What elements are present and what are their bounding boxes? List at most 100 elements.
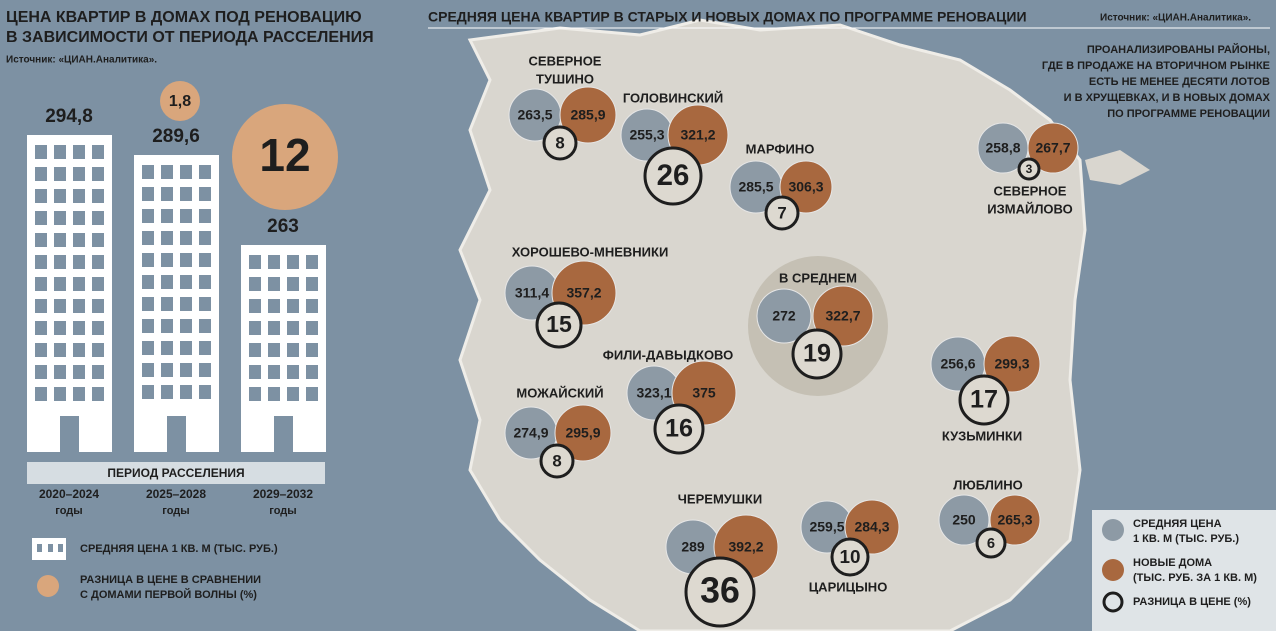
window (180, 363, 192, 377)
note: ЕСТЬ НЕ МЕНЕЕ ДЕСЯТИ ЛОТОВ (1089, 76, 1270, 88)
window (180, 187, 192, 201)
diff-ring (539, 443, 575, 479)
window (35, 211, 47, 225)
window (268, 277, 280, 291)
diff-value: 8 (552, 451, 561, 470)
district-name: ФИЛИ-ДАВЫДКОВО (603, 347, 733, 362)
window (161, 253, 173, 267)
new-price-bubble (989, 494, 1041, 546)
diff-label: 1,8 (169, 93, 191, 110)
left-title: В ЗАВИСИМОСТИ ОТ ПЕРИОДА РАССЕЛЕНИЯ (6, 29, 374, 46)
window (92, 145, 104, 159)
diff-ring (643, 146, 703, 206)
window (249, 387, 261, 401)
price-label: 263 (267, 216, 299, 237)
window (180, 297, 192, 311)
window (287, 277, 299, 291)
window (142, 341, 154, 355)
window (249, 277, 261, 291)
window (73, 233, 85, 247)
old-price: 323,1 (636, 385, 671, 401)
map-title: СРЕДНЯЯ ЦЕНА КВАРТИР В СТАРЫХ И НОВЫХ ДО… (428, 9, 1027, 25)
window (306, 277, 318, 291)
diff-value: 16 (665, 415, 693, 443)
new-price-bubble (1027, 122, 1079, 174)
period-unit: годы (55, 505, 82, 517)
window (92, 343, 104, 357)
diff-ring (1017, 157, 1041, 181)
window (268, 387, 280, 401)
old-price: 258,8 (985, 140, 1020, 156)
legend-text: НОВЫЕ ДОМА (1133, 557, 1212, 569)
legend-new (1102, 559, 1124, 581)
window (161, 363, 173, 377)
window (35, 233, 47, 247)
new-price: 295,9 (565, 425, 600, 441)
window (306, 255, 318, 269)
old-price-bubble (756, 288, 812, 344)
diff-value: 15 (546, 311, 572, 337)
legend-text: 1 КВ. М (ТЫС. РУБ.) (1133, 533, 1239, 545)
window (73, 321, 85, 335)
window (180, 231, 192, 245)
legend-window (48, 544, 53, 552)
window (73, 211, 85, 225)
legend-text: РАЗНИЦА В ЦЕНЕ (%) (1133, 596, 1251, 608)
legend-old (1102, 519, 1124, 541)
diff-ring (535, 301, 583, 349)
window (249, 343, 261, 357)
note: И В ХРУЩЕВКАХ, И В НОВЫХ ДОМАХ (1064, 92, 1271, 104)
window (54, 145, 66, 159)
window (54, 167, 66, 181)
new-price: 306,3 (788, 179, 823, 195)
old-price: 256,6 (940, 356, 975, 372)
district-name: ХОРОШЕВО-МНЕВНИКИ (512, 244, 669, 259)
window (73, 365, 85, 379)
window (249, 365, 261, 379)
new-price-bubble (983, 335, 1041, 393)
window (161, 341, 173, 355)
window (35, 189, 47, 203)
window (73, 277, 85, 291)
diff-ring (791, 328, 843, 380)
legend-text: С ДОМАМИ ПЕРВОЙ ВОЛНЫ (%) (80, 588, 257, 601)
window (92, 365, 104, 379)
window (180, 385, 192, 399)
diff-value: 17 (970, 386, 998, 414)
window (54, 365, 66, 379)
district-name: ТУШИНО (536, 71, 594, 86)
old-price: 250 (952, 512, 976, 528)
window (73, 145, 85, 159)
building (27, 135, 112, 452)
window (199, 297, 211, 311)
period-years: 2029–2032 (253, 487, 313, 501)
diff-value: 7 (777, 203, 786, 222)
window (73, 343, 85, 357)
diff-bubble (232, 104, 338, 210)
window (199, 165, 211, 179)
window (161, 297, 173, 311)
window (54, 387, 66, 401)
window (161, 275, 173, 289)
window (54, 233, 66, 247)
diff-ring (830, 537, 870, 577)
diff-value: 10 (839, 547, 860, 568)
new-price: 357,2 (566, 285, 601, 301)
diff-value: 6 (987, 536, 995, 552)
window (306, 321, 318, 335)
window (249, 299, 261, 313)
legend-text: СРЕДНЯЯ ЦЕНА (1133, 518, 1222, 530)
district-name: ИЗМАЙЛОВО (987, 201, 1072, 216)
window (73, 167, 85, 181)
new-price-bubble (559, 86, 617, 144)
window (180, 319, 192, 333)
district-name: ЛЮБЛИНО (953, 477, 1023, 492)
old-price: 263,5 (517, 107, 552, 123)
door (274, 416, 293, 452)
district-name: СЕВЕРНОЕ (994, 183, 1067, 198)
window (142, 231, 154, 245)
diff-ring (764, 195, 800, 231)
legend-text: РАЗНИЦА В ЦЕНЕ В СРАВНЕНИИ (80, 574, 261, 586)
window (142, 319, 154, 333)
